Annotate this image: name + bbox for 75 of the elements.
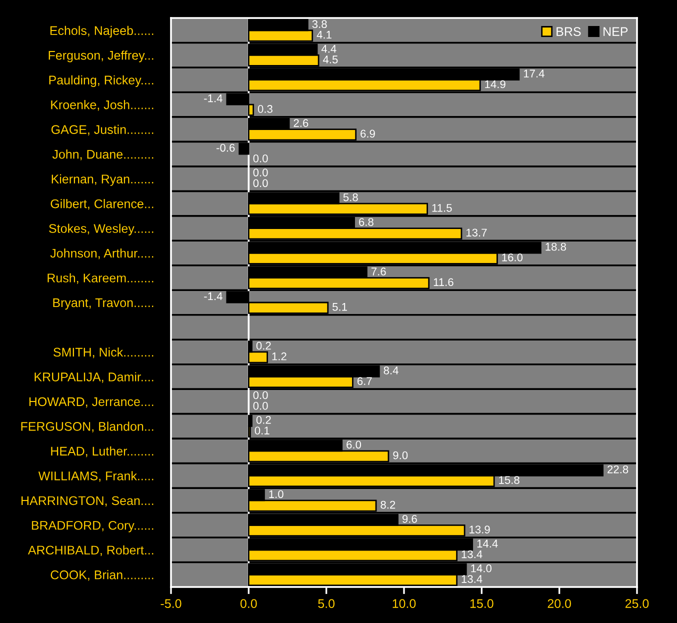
data-label: 8.4 — [384, 366, 398, 374]
data-label: 22.8 — [608, 465, 628, 474]
y-tick-label: FERGUSON, Blandon... — [21, 422, 154, 432]
data-label: 3.8 — [312, 20, 327, 28]
x-tick-label: 15.0 — [470, 599, 494, 608]
y-tick-label: Stokes, Wesley...... — [49, 224, 154, 236]
y-tick-label: John, Duane......... — [52, 150, 154, 160]
data-label: 14.9 — [485, 80, 506, 88]
data-label: -0.6 — [216, 144, 235, 152]
data-label: -1.4 — [204, 292, 222, 300]
data-label: 11.6 — [434, 278, 454, 286]
data-label: 7.6 — [371, 268, 386, 276]
data-label: 0.0 — [253, 154, 268, 162]
x-tick-label: 25.0 — [625, 599, 649, 608]
y-tick-label: Kiernan, Ryan....... — [52, 174, 154, 186]
y-tick-label: Ferguson, Jeffrey... — [48, 50, 154, 62]
data-label: 17.4 — [524, 70, 544, 78]
x-tick-label: -5.0 — [160, 599, 182, 608]
data-label: 0.3 — [258, 105, 272, 113]
x-tick-label: 10.0 — [392, 599, 416, 608]
data-label: 4.4 — [321, 45, 336, 53]
data-label: 6.0 — [346, 440, 362, 449]
y-tick-label: WILLIAMS, Frank..... — [38, 471, 154, 482]
y-tick-label: HARRINGTON, Sean.... — [22, 496, 154, 507]
data-label: 5.1 — [332, 303, 347, 311]
y-tick-label: Paulding, Rickey.... — [49, 75, 154, 87]
data-label: 0.2 — [256, 416, 271, 424]
data-label: 13.9 — [470, 526, 490, 534]
x-tick-label: 0.0 — [240, 599, 257, 608]
y-tick-label: BRADFORD, Cory...... — [32, 520, 154, 532]
data-label: 6.7 — [357, 377, 372, 386]
data-label: 2.6 — [294, 119, 308, 127]
y-tick-label: GAGE, Justin........ — [51, 124, 154, 136]
data-label: 16.0 — [502, 253, 523, 262]
data-label: 0.0 — [253, 402, 268, 410]
y-tick-label: HOWARD, Jerrance.... — [29, 397, 154, 408]
y-tick-label: COOK, Brian......... — [50, 570, 154, 581]
data-label: 4.1 — [316, 30, 332, 39]
data-label: 1.0 — [269, 490, 284, 498]
y-tick-label: Gilbert, Clarence... — [50, 199, 154, 210]
data-label: 0.0 — [253, 168, 268, 176]
data-label: 9.6 — [402, 514, 417, 523]
y-tick-label: Bryant, Travon...... — [53, 298, 154, 310]
legend-label: BRS — [556, 27, 581, 36]
data-label: 15.8 — [499, 476, 520, 484]
data-label: 0.0 — [253, 179, 268, 188]
data-label: 1.2 — [272, 352, 286, 360]
data-label: 0.2 — [256, 342, 271, 350]
data-label: 14.0 — [471, 564, 492, 572]
data-label: -1.4 — [204, 94, 222, 102]
y-tick-label: Rush, Kareem........ — [48, 273, 154, 284]
y-tick-label: SMITH, Nick......... — [54, 347, 154, 358]
y-tick-label: ARCHIBALD, Robert... — [28, 545, 154, 556]
data-label: 9.0 — [393, 451, 408, 460]
x-tick-label: 20.0 — [548, 599, 572, 608]
y-tick-label: KRUPALIJA, Damir.... — [34, 372, 154, 383]
data-label: 18.8 — [546, 242, 566, 251]
data-label: 6.9 — [360, 130, 375, 138]
legend-label: NEP — [604, 27, 628, 36]
data-label: 5.8 — [343, 193, 358, 202]
data-label: 0.1 — [254, 426, 270, 434]
x-tick-label: 5.0 — [318, 599, 335, 608]
data-label: 14.4 — [477, 540, 498, 548]
y-tick-label: Echols, Najeeb...... — [50, 26, 154, 38]
data-label: 4.5 — [322, 56, 338, 64]
data-label: 11.5 — [432, 204, 452, 212]
data-label: 8.2 — [380, 500, 396, 509]
y-tick-label: Kroenke, Josh....... — [51, 100, 154, 111]
data-label: 13.7 — [466, 228, 487, 237]
data-label: 13.4 — [462, 550, 482, 558]
y-tick-label: Johnson, Arthur..... — [50, 248, 154, 260]
data-label: 0.0 — [253, 391, 268, 400]
data-label: 13.4 — [462, 575, 482, 583]
y-tick-label: HEAD, Luther........ — [51, 446, 154, 458]
data-label: 6.8 — [359, 218, 374, 226]
